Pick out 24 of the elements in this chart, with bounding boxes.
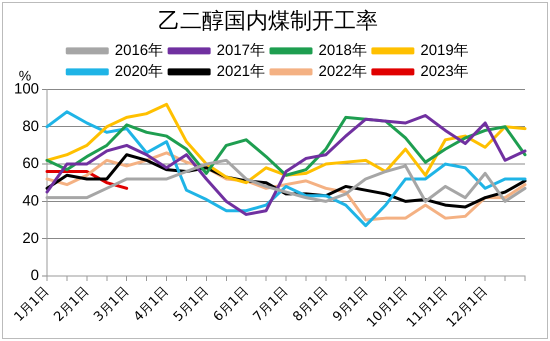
legend-label: 2019年 <box>420 42 469 60</box>
legend-label: 2017年 <box>216 42 266 60</box>
x-tick-label: 6月1日 <box>210 284 252 325</box>
x-tick-label: 8月1日 <box>290 284 332 325</box>
legend-label: 2023年 <box>420 63 469 80</box>
x-tick-label: 2月1日 <box>51 284 92 325</box>
y-tick-label: 0 <box>30 267 40 284</box>
x-tick-label: 1月1日 <box>12 284 52 325</box>
y-tick-label: 100 <box>14 80 40 98</box>
y-tick-label: 60 <box>22 155 40 172</box>
legend-label: 2018年 <box>318 42 367 60</box>
chart-title: 乙二醇国内煤制开工率 <box>158 8 378 34</box>
legend-label: 2021年 <box>216 63 266 80</box>
legend-label: 2022年 <box>318 63 367 80</box>
x-tick-label: 3月1日 <box>91 284 132 325</box>
y-tick-label: 40 <box>22 192 40 210</box>
y-tick-label: 80 <box>22 118 40 135</box>
x-tick-label: 5月1日 <box>170 284 212 325</box>
x-tick-label: 4月1日 <box>131 284 172 325</box>
legend-label: 2016年 <box>114 42 164 60</box>
x-tick-label: 7月1日 <box>250 284 292 325</box>
y-axis-title: % <box>18 67 32 84</box>
legend-label: 2020年 <box>114 63 164 80</box>
y-tick-label: 20 <box>22 230 40 247</box>
